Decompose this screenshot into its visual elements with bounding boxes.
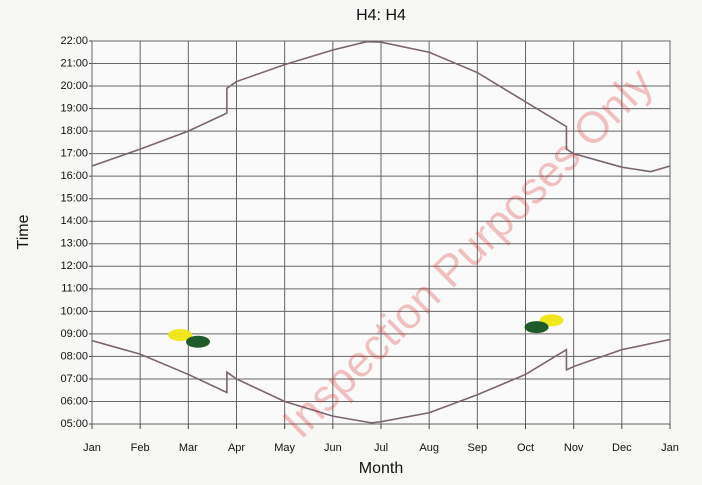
curve <box>91 338 671 424</box>
y-tick-label: 16:00 <box>60 170 88 182</box>
x-tick-label: Apr <box>228 442 245 454</box>
x-tick-label: Feb <box>131 442 150 454</box>
y-axis-label: Time <box>15 214 32 249</box>
x-tick-label: Jan <box>661 442 679 454</box>
x-tick-label: May <box>274 442 295 454</box>
grid: 05:00 06:00 07:00 08:00 09:00 10:00 11:00 12:00… <box>60 35 678 454</box>
y-tick-label: 19:00 <box>60 102 88 114</box>
y-tick-label: 21:00 <box>60 57 88 69</box>
y-tick-label: 18:00 <box>60 125 88 137</box>
x-tick-label: Jun <box>324 442 342 454</box>
y-tick-label: 11:00 <box>61 283 88 295</box>
y-tick-label: 14:00 <box>60 215 88 227</box>
blob <box>185 335 210 348</box>
y-tick-label: 06:00 <box>60 395 88 407</box>
y-tick-label: 08:00 <box>60 350 88 362</box>
x-tick-label: Dec <box>612 442 632 454</box>
y-tick-label: 10:00 <box>60 305 88 317</box>
y-tick-label: 17:00 <box>60 148 88 160</box>
y-tick-label: 15:00 <box>60 193 88 205</box>
x-axis-label: Month <box>359 460 403 477</box>
x-tick-label: Oct <box>517 442 534 454</box>
x-tick-label: Jul <box>374 442 388 454</box>
marks <box>91 40 671 424</box>
y-tick-label: 07:00 <box>60 373 88 385</box>
x-tick-label: Nov <box>564 442 584 454</box>
y-tick-label: 05:00 <box>60 418 88 430</box>
x-tick-label: Aug <box>419 442 439 454</box>
curve <box>91 40 671 173</box>
x-tick-label: Jan <box>83 442 101 454</box>
y-tick-label: 22:00 <box>60 35 88 47</box>
y-tick-label: 20:00 <box>60 80 88 92</box>
y-tick-label: 09:00 <box>60 328 88 340</box>
chart-title: H4: H4 <box>356 7 406 24</box>
blob <box>168 329 193 342</box>
y-tick-label: 12:00 <box>60 260 88 272</box>
x-tick-label: Sep <box>468 442 488 454</box>
x-tick-label: Mar <box>179 442 198 454</box>
blob <box>524 321 549 334</box>
y-tick-label: 13:00 <box>60 238 88 250</box>
